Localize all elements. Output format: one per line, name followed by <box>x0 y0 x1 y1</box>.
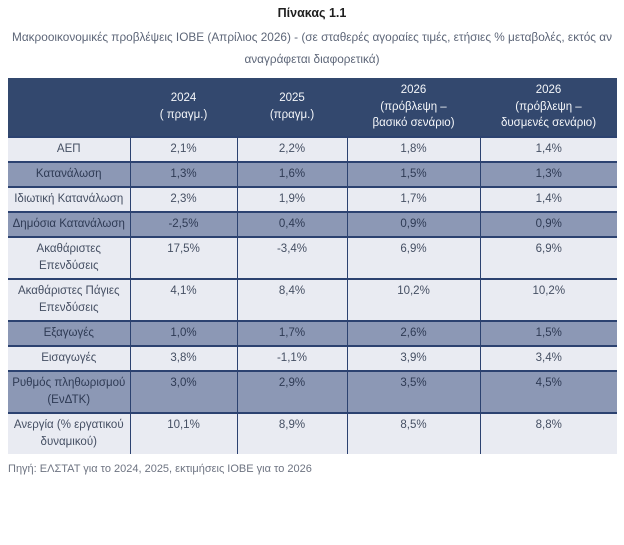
row-value: 4,1% <box>129 278 237 321</box>
row-value: 1,3% <box>479 161 617 187</box>
row-value: 3,9% <box>346 345 480 371</box>
row-value: 3,5% <box>346 370 480 413</box>
row-value: 8,8% <box>479 412 617 454</box>
row-value: 4,5% <box>479 370 617 413</box>
row-value: 8,9% <box>236 412 347 454</box>
table-row: Ανεργία (% εργατικού δυναμικού) 10,1% 8,9%… <box>8 412 617 454</box>
row-value: -2,5% <box>129 211 237 237</box>
row-value: 10,2% <box>479 278 617 321</box>
row-value: 10,2% <box>346 278 480 321</box>
row-value: 2,2% <box>236 136 347 162</box>
row-label: Ιδιωτική Κατανάλωση <box>14 192 124 205</box>
table-header: 2024 ( πραγμ.) 2025 (πραγμ.) 2026 (πρόβλ… <box>8 78 617 137</box>
row-value: 0,9% <box>479 211 617 237</box>
table-row: Ρυθμός πληθωρισμού (ΕνΔΤΚ) 3,0% 2,9% 3,5% 4,… <box>8 370 617 413</box>
row-value: 1,5% <box>479 320 617 346</box>
macro-forecast-table: 2024 ( πραγμ.) 2025 (πραγμ.) 2026 (πρόβλ… <box>8 78 617 454</box>
row-value: 1,9% <box>236 186 347 212</box>
table-row: Εξαγωγές 1,0% 1,7% 2,6% 1,5% <box>8 320 617 346</box>
row-value: 2,6% <box>346 320 480 346</box>
source-note: Πηγή: ΕΛΣΤΑΤ για το 2024, 2025, εκτιμήσε… <box>8 462 312 475</box>
row-value: 2,3% <box>129 186 237 212</box>
row-value: 2,1% <box>129 136 237 162</box>
row-label: Ακαθάριστες Πάγιες Επενδύσεις <box>17 284 120 314</box>
row-value: -1,1% <box>236 345 347 371</box>
row-value: 3,4% <box>479 345 617 371</box>
table-row: Ακαθάριστες Πάγιες Επενδύσεις 4,1% 8,4% 10,… <box>8 278 617 321</box>
row-value: 1,4% <box>479 186 617 212</box>
row-label: Ακαθάριστες Επενδύσεις <box>36 242 101 272</box>
row-label: Ρυθμός πληθωρισμού (ΕνΔΤΚ) <box>12 376 126 406</box>
table-row: ΑΕΠ 2,1% 2,2% 1,8% 1,4% <box>8 136 617 162</box>
row-value: 3,8% <box>129 345 237 371</box>
row-value: 8,4% <box>236 278 347 321</box>
header-cell-2026-basic: 2026 (πρόβλεψη – βασικό σενάριο) <box>347 78 480 137</box>
table-row: Δημόσια Κατανάλωση -2,5% 0,4% 0,9% 0,9% <box>8 211 617 237</box>
row-value: 10,1% <box>129 412 237 454</box>
header-cell-2024: 2024 ( πραγμ.) <box>130 78 237 137</box>
row-value: 3,0% <box>129 370 237 413</box>
table-header-row: 2024 ( πραγμ.) 2025 (πραγμ.) 2026 (πρόβλ… <box>8 78 617 137</box>
row-label: Κατανάλωση <box>35 167 102 180</box>
row-value: 1,6% <box>236 161 347 187</box>
row-value: -3,4% <box>236 236 347 279</box>
table-title: Πίνακας 1.1 <box>277 6 347 20</box>
row-value: 6,9% <box>479 236 617 279</box>
row-value: 1,0% <box>129 320 237 346</box>
row-label: ΑΕΠ <box>56 142 81 155</box>
row-value: 17,5% <box>129 236 237 279</box>
row-value: 1,5% <box>346 161 480 187</box>
row-value: 8,5% <box>346 412 480 454</box>
row-value: 1,3% <box>129 161 237 187</box>
row-label: Εξαγωγές <box>43 326 94 339</box>
header-cell-2025: 2025 (πραγμ.) <box>237 78 347 137</box>
table-row: Κατανάλωση 1,3% 1,6% 1,5% 1,3% <box>8 161 617 187</box>
table-row: Εισαγωγές 3,8% -1,1% 3,9% 3,4% <box>8 345 617 371</box>
header-cell-2026-adverse: 2026 (πρόβλεψη – δυσμενές σενάριο) <box>480 78 617 137</box>
row-value: 0,4% <box>236 211 347 237</box>
row-label: Ανεργία (% εργατικού δυναμικού) <box>13 418 124 448</box>
row-value: 1,7% <box>346 186 480 212</box>
row-value: 2,9% <box>236 370 347 413</box>
row-value: 1,4% <box>479 136 617 162</box>
row-value: 0,9% <box>346 211 480 237</box>
table-row: Ακαθάριστες Επενδύσεις 17,5% -3,4% 6,9% 6,9% <box>8 236 617 279</box>
row-value: 1,7% <box>236 320 347 346</box>
row-label: Εισαγωγές <box>41 351 97 364</box>
row-value: 1,8% <box>346 136 480 162</box>
row-label: Δημόσια Κατανάλωση <box>12 217 125 230</box>
table-body: ΑΕΠ 2,1% 2,2% 1,8% 1,4% Κατανάλωση 1,3% 1,6% 1,5… <box>8 136 617 454</box>
row-value: 6,9% <box>346 236 480 279</box>
table-row: Ιδιωτική Κατανάλωση 2,3% 1,9% 1,7% 1,4% <box>8 186 617 212</box>
table-subtitle: Μακροοικονομικές προβλέψεις ΙΟΒΕ (Απρίλι… <box>12 30 612 66</box>
header-cell-indicator <box>8 78 130 137</box>
